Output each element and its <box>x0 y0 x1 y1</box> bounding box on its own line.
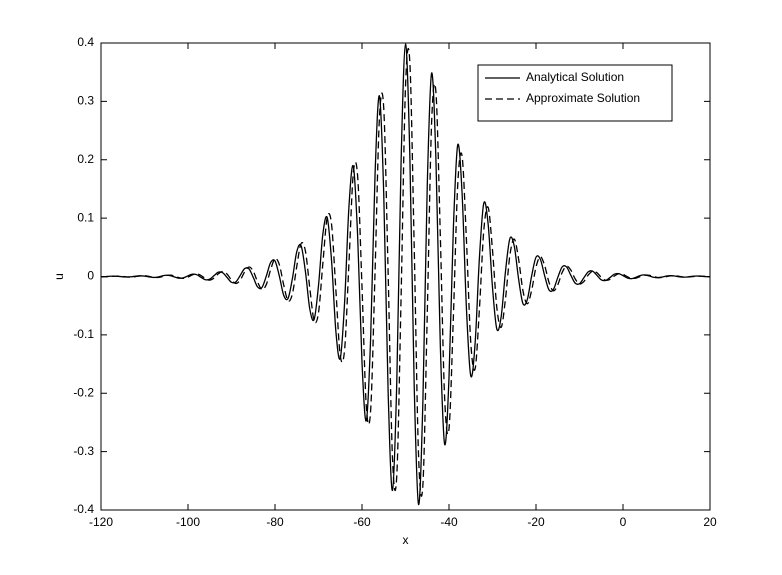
x-tick-label: -20 <box>527 515 545 529</box>
x-tick-label: -60 <box>353 515 371 529</box>
legend-label: Analytical Solution <box>526 70 624 84</box>
legend: Analytical Solution Approximate Solution <box>477 64 673 122</box>
y-tick-label: -0.4 <box>73 502 94 516</box>
x-tick-label: -40 <box>440 515 458 529</box>
y-tick-label: 0 <box>87 269 94 283</box>
y-tick-label: 0.3 <box>77 94 94 108</box>
x-tick-label: -80 <box>266 515 284 529</box>
x-tick-label: 20 <box>703 515 717 529</box>
legend-label: Approximate Solution <box>526 91 640 105</box>
x-tick-label: -120 <box>89 515 113 529</box>
y-tick-label: -0.3 <box>73 444 94 458</box>
plot-lines <box>101 43 710 506</box>
series-line <box>101 47 710 497</box>
y-axis-label: u <box>52 273 66 280</box>
plot-frame <box>100 42 711 511</box>
y-tick-label: 0.4 <box>77 35 94 49</box>
y-tick-label: -0.2 <box>73 385 94 399</box>
x-tick-label: -100 <box>176 515 200 529</box>
x-axis-label: x <box>403 533 409 547</box>
series-line <box>101 43 710 506</box>
y-tick-label: 0.1 <box>77 210 94 224</box>
x-tick-label: 0 <box>620 515 627 529</box>
legend-box <box>477 64 673 122</box>
y-tick-label: -0.1 <box>73 327 94 341</box>
y-tick-label: 0.2 <box>77 152 94 166</box>
